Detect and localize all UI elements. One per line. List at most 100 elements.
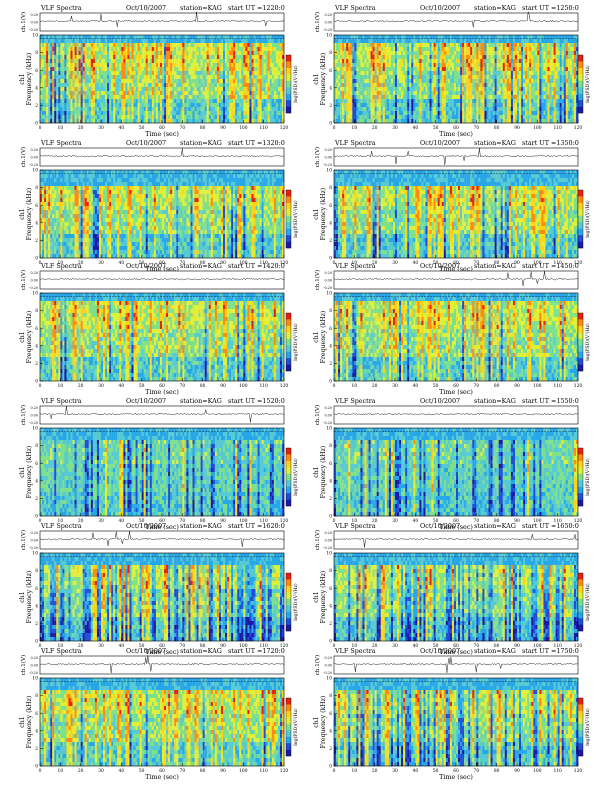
spectrogram-cell: [48, 71, 50, 75]
spectrogram-cell: [48, 103, 50, 107]
spectrogram-cell: [107, 47, 109, 51]
spectrogram-cell: [436, 103, 438, 107]
spectrogram-cell: [356, 119, 358, 123]
spectrogram-cell: [260, 99, 262, 103]
spectrogram-cell: [385, 67, 387, 71]
spectrogram-cell: [188, 71, 190, 75]
spectrogram-cell: [428, 119, 430, 123]
spectrogram-cell: [101, 115, 103, 119]
spectrogram-cell: [440, 39, 442, 43]
spectrogram-cell: [91, 63, 93, 67]
spectrogram-cell: [89, 103, 91, 107]
spectrogram-cell: [146, 83, 148, 87]
spectrogram-cell: [87, 99, 89, 103]
spectrogram-cell: [423, 75, 425, 79]
spectrogram-cell: [223, 75, 225, 79]
spectrogram-cell: [182, 71, 184, 75]
spectrogram-cell: [56, 119, 58, 123]
spectrogram-cell: [458, 95, 460, 99]
colorbar-segment: [286, 74, 291, 81]
spectrogram-cell: [109, 59, 111, 63]
spectrogram-cell: [87, 71, 89, 75]
spectrogram-cell: [91, 83, 93, 87]
spectrogram-cell: [266, 59, 268, 63]
spectrogram-cell: [160, 55, 162, 59]
spectrogram-cell: [44, 119, 46, 123]
spectrogram-cell: [164, 59, 166, 63]
spectrogram-cell: [64, 107, 66, 111]
spectrogram-cell: [336, 59, 338, 63]
spectrogram-cell: [362, 103, 364, 107]
spectrogram-cell: [193, 119, 195, 123]
spectrogram-cell: [166, 47, 168, 51]
spectrogram-cell: [142, 75, 144, 79]
spectrogram-cell: [478, 47, 480, 51]
spectrogram-cell: [452, 39, 454, 43]
spectrogram-cell: [241, 83, 243, 87]
spectrogram-cell: [385, 119, 387, 123]
spectrogram-cell: [123, 71, 125, 75]
spectrogram-cell: [83, 99, 85, 103]
spectrogram-cell: [54, 99, 56, 103]
spectrogram-cell: [111, 107, 113, 111]
spectrogram-cell: [101, 95, 103, 99]
spectrogram-cell: [251, 83, 253, 87]
spectrogram-cell: [140, 91, 142, 95]
spectrogram-cell: [186, 47, 188, 51]
spectrogram-cell: [270, 55, 272, 59]
x-tick-label: 90: [220, 126, 226, 131]
spectrogram-cell: [430, 119, 432, 123]
spectrogram-cell: [260, 51, 262, 55]
spectrogram-cell: [256, 47, 258, 51]
spectrogram-cell: [77, 107, 79, 111]
spectrogram-cell: [466, 83, 468, 87]
spectrogram-cell: [199, 59, 201, 63]
spectrogram-cell: [197, 119, 199, 123]
spectrogram-cell: [397, 75, 399, 79]
spectrogram-cell: [48, 59, 50, 63]
spectrogram-cell: [121, 91, 123, 95]
spectrogram-cell: [223, 47, 225, 51]
spectrogram-cell: [393, 39, 395, 43]
spectrogram-cell: [258, 87, 260, 91]
spectrogram-cell: [162, 107, 164, 111]
spectrogram-cell: [134, 107, 136, 111]
spectrogram-cell: [182, 59, 184, 63]
spectrogram-cell: [415, 59, 417, 63]
spectrogram-cell: [182, 111, 184, 115]
spectrogram-cell: [369, 63, 371, 67]
spectrogram-cell: [356, 67, 358, 71]
spectrogram-cell: [365, 91, 367, 95]
spectrogram-cell: [268, 63, 270, 67]
colorbar-segment: [286, 68, 291, 75]
spectrogram-cell: [270, 51, 272, 55]
spectrogram-cell: [229, 59, 231, 63]
spectrogram-cell: [377, 55, 379, 59]
spectrogram-cell: [121, 51, 123, 55]
spectrogram-cell: [186, 67, 188, 71]
spectrogram-cell: [219, 103, 221, 107]
spectrogram-cell: [121, 95, 123, 99]
spectrogram-cell: [375, 111, 377, 115]
spectrogram-cell: [354, 79, 356, 83]
spectrogram-cell: [138, 47, 140, 51]
spectrogram-cell: [419, 115, 421, 119]
spectrogram-cell: [77, 67, 79, 71]
spectrogram-cell: [340, 55, 342, 59]
spectrogram-cell: [119, 39, 121, 43]
spectrogram-cell: [85, 111, 87, 115]
spectrogram-cell: [452, 75, 454, 79]
spectrogram-cell: [160, 39, 162, 43]
spectrogram-cell: [99, 83, 101, 87]
spectrogram-cell: [444, 99, 446, 103]
spectrogram-cell: [99, 103, 101, 107]
spectrogram-cell: [448, 83, 450, 87]
spectrogram-cell: [432, 47, 434, 51]
spectrogram-cell: [235, 43, 237, 47]
spectrogram-cell: [460, 43, 462, 47]
spectrogram-cell: [371, 103, 373, 107]
spectrogram-cell: [209, 103, 211, 107]
spectrogram-cell: [428, 83, 430, 87]
spectrogram-cell: [247, 39, 249, 43]
spectrogram-cell: [158, 71, 160, 75]
